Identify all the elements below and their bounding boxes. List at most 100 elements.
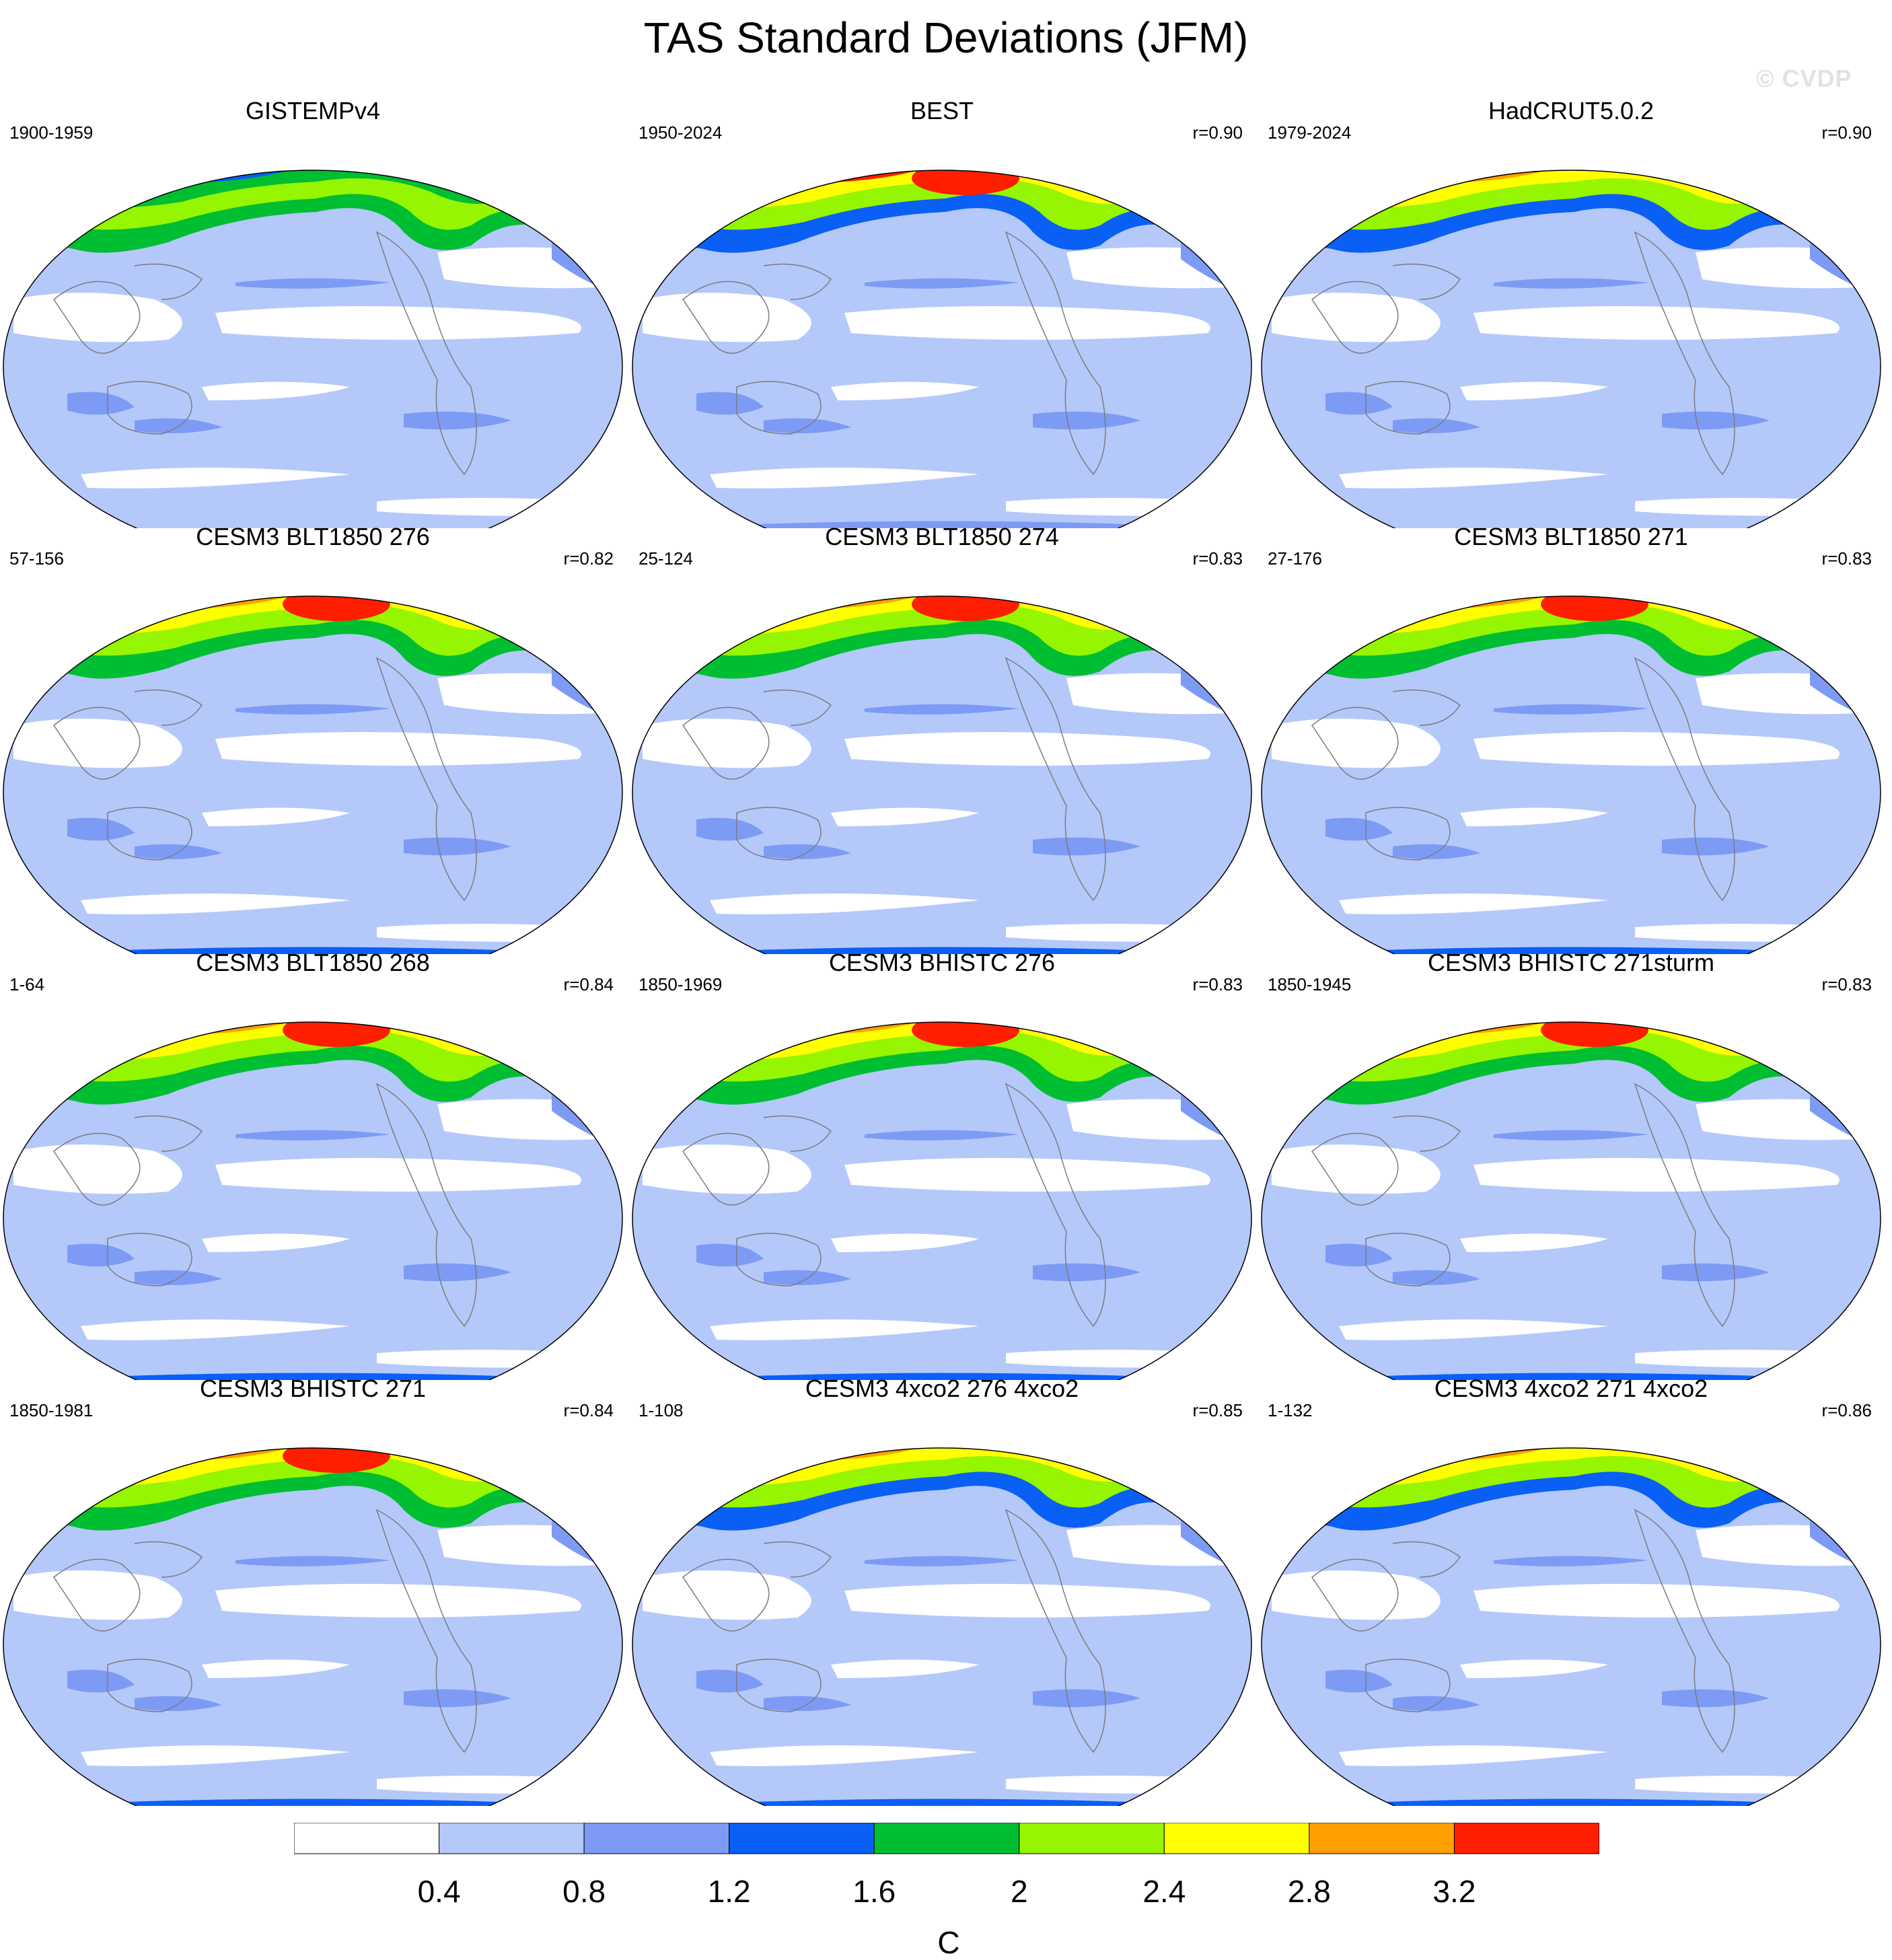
low-variability-region (1696, 247, 1881, 289)
panel-period: 1950-2024 (639, 122, 723, 143)
low-variability-region (831, 1233, 979, 1252)
coastline (1005, 657, 1106, 902)
low-variability-region (643, 293, 811, 342)
coastline (107, 1233, 192, 1286)
colorbar-swatch (1019, 1823, 1165, 1854)
moderate-variability-region (696, 392, 764, 415)
panel-correlation: r=0.83 (1192, 974, 1243, 994)
low-variability-region (1635, 924, 1864, 942)
coastline (375, 657, 477, 902)
colorbar-tick-label: 1.2 (708, 1874, 751, 1909)
map-frame (632, 1447, 1252, 1806)
map-frame (632, 170, 1252, 528)
panel-correlation: r=0.83 (1821, 974, 1872, 994)
panel-correlation: r=0.86 (1821, 1400, 1872, 1420)
panel-correlation: r=0.90 (1821, 122, 1872, 143)
colorbar-tick-label: 0.4 (418, 1874, 461, 1909)
moderate-variability-region (1662, 1689, 1770, 1708)
panel-title: BEST (910, 97, 974, 124)
panel-title: CESM3 BLT1850 271 (1454, 523, 1688, 550)
panel-period: 1-64 (9, 974, 45, 994)
panel-period: 1850-1981 (9, 1400, 94, 1420)
moderate-variability-region (865, 278, 1019, 289)
peak-variability-region (1325, 170, 1420, 185)
map (3, 1021, 623, 1380)
antarctic-region (3, 521, 622, 528)
map (632, 1021, 1252, 1380)
low-variability-region (377, 1776, 606, 1794)
peak-variability-region (1325, 1448, 1420, 1463)
antarctic-region (632, 947, 1251, 954)
peak-variability-region (1541, 596, 1648, 621)
moderate-variability-region (696, 1669, 764, 1693)
antarctic-region (1262, 1373, 1881, 1380)
moderate-variability-region (67, 1669, 135, 1693)
low-variability-region (215, 306, 581, 340)
moderate-variability-region (1393, 1270, 1480, 1285)
moderate-variability-region (404, 1263, 511, 1282)
low-variability-region (831, 1659, 979, 1678)
peak-variability-region (283, 1448, 390, 1473)
low-variability-region (710, 894, 979, 914)
moderate-variability-region (1494, 278, 1648, 289)
antarctic-region (1262, 1799, 1881, 1806)
peak-variability-region (696, 1022, 791, 1037)
map-panel: CESM3 BLT1850 276 57-156 r=0.82 (0, 523, 626, 954)
low-variability-region (81, 1745, 350, 1766)
antarctic-region (3, 947, 622, 954)
panel-period: 1900-1959 (9, 122, 94, 143)
moderate-variability-region (764, 418, 851, 433)
panel-title: GISTEMPv4 (245, 97, 381, 124)
moderate-variability-region (1393, 1696, 1480, 1711)
low-variability-region (437, 1525, 622, 1566)
panel-title: CESM3 4xco2 276 4xco2 (805, 1375, 1079, 1402)
coastline (1005, 1509, 1106, 1753)
coastline (1365, 381, 1451, 435)
map-panel: CESM3 BHISTC 271 1850-1981 r=0.84 (0, 1375, 626, 1806)
coastline (763, 1115, 832, 1152)
low-variability-region (1272, 1145, 1441, 1194)
panel-correlation: r=0.83 (1192, 548, 1243, 569)
low-variability-region (1473, 1584, 1840, 1618)
moderate-variability-region (235, 1130, 390, 1140)
moderate-variability-region (404, 1689, 511, 1708)
coastline (1392, 1115, 1461, 1152)
colorbar-swatch (729, 1823, 875, 1854)
coastline (107, 1659, 192, 1712)
moderate-variability-region (1325, 392, 1393, 415)
coastline (682, 1558, 770, 1632)
low-variability-region (377, 924, 606, 942)
moderate-variability-region (1494, 1556, 1648, 1566)
moderate-variability-region (865, 704, 1019, 715)
coastline (1365, 1233, 1451, 1286)
panel-title: CESM3 BHISTC 271 (199, 1375, 427, 1402)
low-variability-region (437, 1099, 622, 1140)
coastline (107, 381, 192, 435)
low-variability-region (831, 807, 979, 826)
map-panel: CESM3 BHISTC 276 1850-1969 r=0.83 (629, 949, 1255, 1380)
panel-period: 1-132 (1268, 1400, 1313, 1420)
coastline (52, 1558, 141, 1632)
low-variability-region (643, 1570, 811, 1620)
peak-variability-region (696, 1448, 791, 1463)
low-variability-region (643, 719, 811, 768)
map (3, 170, 623, 528)
map-frame (1261, 1447, 1881, 1806)
coastline (682, 706, 770, 780)
moderate-variability-region (1033, 1689, 1140, 1708)
low-variability-region (377, 498, 606, 516)
low-variability-region (1460, 807, 1608, 826)
low-variability-region (1473, 306, 1840, 340)
moderate-variability-region (865, 1556, 1019, 1566)
peak-variability-region (912, 1022, 1019, 1047)
coastline (1311, 281, 1399, 354)
moderate-variability-region (1662, 411, 1770, 430)
map-panel: CESM3 BLT1850 274 25-124 r=0.83 (629, 523, 1255, 954)
map-panel: BEST 1950-2024 r=0.90 (629, 97, 1255, 528)
moderate-variability-region (764, 1696, 851, 1711)
high-variability-band (1262, 170, 1881, 230)
moderate-variability-region (67, 1243, 135, 1267)
peak-variability-region (696, 170, 791, 185)
moderate-variability-region (67, 392, 135, 415)
peak-variability-region (1325, 1022, 1420, 1037)
